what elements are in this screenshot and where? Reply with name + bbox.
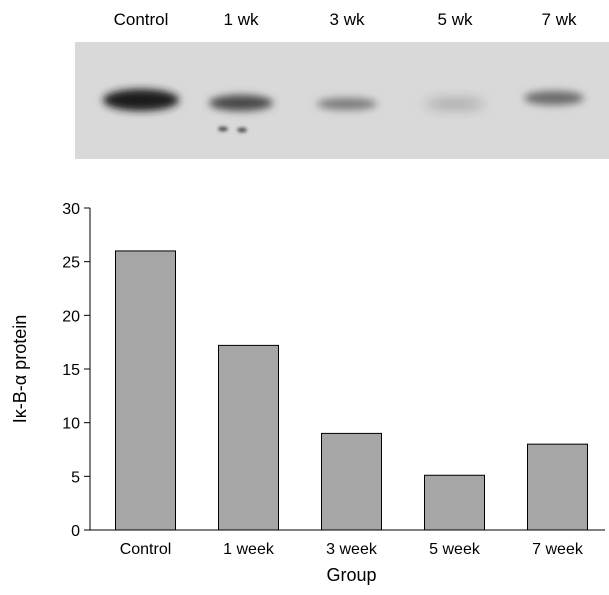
blot-lane-label-3wk: 3 wk [329,10,365,29]
x-tick-label: 7 week [532,541,584,558]
bar-chart: 0 5 10 15 20 25 30 Control 1 week 3 week 5 week 7 … [10,201,605,585]
y-tick-label: 5 [71,469,80,486]
y-tick-label: 10 [62,416,80,433]
blot-artifact-spot [237,127,247,133]
x-tick-label: 3 week [326,541,378,558]
y-tick-label: 0 [71,523,80,540]
bar-1-week [218,344,279,531]
bar-control [115,250,176,531]
x-tick-label: 1 week [223,541,275,558]
y-tick-label: 15 [62,362,80,379]
x-tick-label: 5 week [429,541,481,558]
blot-band-7wk [524,91,584,105]
y-tick-label: 30 [62,201,80,218]
bar-7-week [527,443,588,531]
western-blot-bands [75,42,609,159]
blot-lane-label-1wk: 1 wk [223,10,259,29]
x-axis-title: Group [326,565,376,585]
x-tick-label: Control [120,541,172,558]
blot-lane-label-5wk: 5 wk [437,10,473,29]
y-axis: 0 5 10 15 20 25 30 [62,201,91,540]
bar-3-week [321,432,382,531]
blot-band-5wk [425,99,485,109]
bar-5-week [424,474,485,531]
blot-band-control [103,89,179,111]
bars [115,250,588,531]
y-tick-label: 20 [62,308,80,325]
y-tick-label: 25 [62,255,80,272]
blot-lane-label-7wk: 7 wk [541,10,577,29]
blot-band-1wk [209,95,273,111]
blot-band-3wk [317,98,377,110]
blot-lane-label-control: Control [113,10,169,29]
blot-artifact-spot [218,126,228,132]
western-blot-image [75,42,609,159]
x-tick-labels: Control 1 week 3 week 5 week 7 week [120,541,584,558]
y-axis-title: Iκ-B-α protein [10,315,30,423]
